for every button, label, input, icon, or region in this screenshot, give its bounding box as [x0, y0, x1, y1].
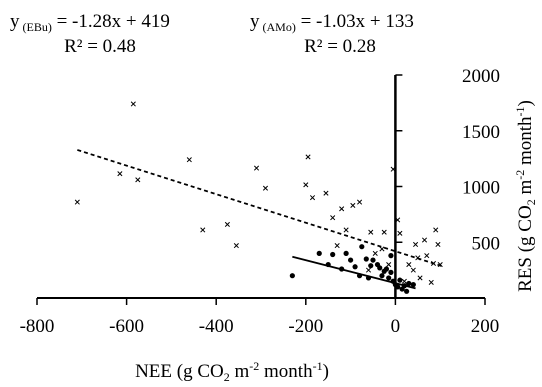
- amo-r2-label: R² = 0.28: [304, 36, 376, 57]
- ebu-point-marker: [357, 199, 363, 205]
- y-tick-label: 500: [472, 233, 501, 254]
- x-tick-label: 200: [471, 316, 500, 337]
- amo-point-marker: [352, 264, 358, 270]
- amo-point-marker: [386, 275, 392, 281]
- ebu-point-marker: [224, 221, 230, 227]
- amo-point-marker: [410, 282, 416, 288]
- x-tick-label: -800: [20, 316, 55, 337]
- ebu-point-marker: [413, 241, 419, 248]
- ebu-point-marker: [303, 182, 309, 188]
- ebu-point-marker: [386, 261, 392, 268]
- amo-point-marker: [339, 266, 345, 272]
- amo-point-marker: [365, 275, 372, 281]
- amo-point-marker: [348, 257, 354, 263]
- amo-point-marker: [401, 283, 407, 289]
- ebu-point-marker: [130, 101, 136, 107]
- ebu-point-marker: [435, 241, 441, 248]
- ebu-point-marker: [309, 195, 316, 201]
- axes: [36, 74, 486, 305]
- ebu-point-marker: [200, 227, 206, 233]
- tick-labels: -800 -600 -400 -200 0 200 500 1000 1500 2000: [20, 66, 500, 337]
- ebu-point-marker: [233, 243, 239, 249]
- ebu-point-marker: [410, 267, 416, 273]
- ebu-point-marker: [343, 227, 349, 233]
- ebu-point-marker: [433, 227, 439, 233]
- amo-point-marker: [370, 257, 376, 263]
- ebu-point-marker: [390, 166, 396, 172]
- ebu-point-marker: [365, 267, 372, 273]
- ebu-point-marker: [334, 243, 340, 249]
- x-tick-label: 0: [391, 316, 401, 337]
- ebu-point-marker: [372, 250, 378, 256]
- ebu-point-marker: [397, 230, 403, 236]
- amo-point-marker: [388, 269, 394, 275]
- amo-point-marker: [316, 250, 322, 256]
- x-tick-label: -600: [109, 316, 144, 337]
- amo-point-marker: [397, 277, 403, 283]
- amo-point-marker: [379, 273, 385, 279]
- ebu-point-marker: [379, 246, 385, 252]
- amo-equation-label: y (AMo) = -1.03x + 133: [250, 11, 414, 34]
- ebu-point-marker: [323, 190, 329, 196]
- y-tick-label: 1000: [462, 178, 500, 199]
- ebu-point-marker: [415, 255, 421, 261]
- amo-point-marker: [359, 244, 365, 250]
- data-points: [74, 101, 443, 294]
- ebu-r2-label: R² = 0.48: [64, 36, 136, 57]
- amo-point-marker: [404, 288, 410, 294]
- amo-point-marker: [388, 253, 394, 259]
- ebu-point-marker: [395, 217, 401, 223]
- amo-point-marker: [363, 256, 369, 262]
- amo-point-marker: [377, 265, 383, 271]
- ebu-point-marker: [74, 199, 80, 205]
- ebu-point-marker: [262, 185, 269, 191]
- ebu-point-marker: [117, 171, 123, 177]
- ebu-point-marker: [430, 260, 437, 266]
- ebu-point-marker: [368, 229, 374, 235]
- ebu-point-marker: [339, 206, 345, 212]
- ebu-point-marker: [417, 275, 423, 281]
- amo-point-marker: [395, 284, 401, 290]
- amo-point-marker: [343, 250, 349, 256]
- ebu-point-marker: [330, 215, 336, 221]
- ebu-point-marker: [381, 229, 387, 235]
- amo-point-marker: [289, 273, 295, 279]
- x-tick-label: -200: [288, 316, 323, 337]
- amo-point-marker: [330, 251, 336, 258]
- ebu-point-marker: [305, 154, 311, 160]
- x-tick-label: -400: [199, 316, 234, 337]
- ebu-point-marker: [421, 237, 428, 243]
- ebu-point-marker: [428, 279, 434, 285]
- ebu-point-marker: [424, 253, 430, 259]
- amo-point-marker: [406, 280, 412, 287]
- ebu-trendline: [77, 149, 443, 268]
- ebu-point-marker: [406, 261, 412, 268]
- y-tick-label: 1500: [462, 122, 500, 143]
- ebu-equation-label: y (EBu) = -1.28x + 419: [10, 11, 170, 34]
- ebu-point-marker: [253, 165, 260, 171]
- ebu-point-marker: [135, 177, 141, 183]
- y-tick-label: 2000: [462, 66, 500, 87]
- amo-point-marker: [325, 261, 331, 268]
- amo-point-marker: [356, 273, 363, 279]
- ebu-point-marker: [437, 261, 443, 268]
- amo-point-marker: [368, 263, 374, 269]
- y-axis-title: RES (g CO2 m-2 month-1): [513, 100, 538, 292]
- ebu-point-marker: [186, 157, 192, 163]
- ebu-point-marker: [350, 202, 356, 209]
- amo-point-marker: [383, 266, 390, 272]
- ebu-point-marker: [401, 278, 407, 284]
- x-axis-title: NEE (g CO2 m-2 month-1): [135, 359, 329, 384]
